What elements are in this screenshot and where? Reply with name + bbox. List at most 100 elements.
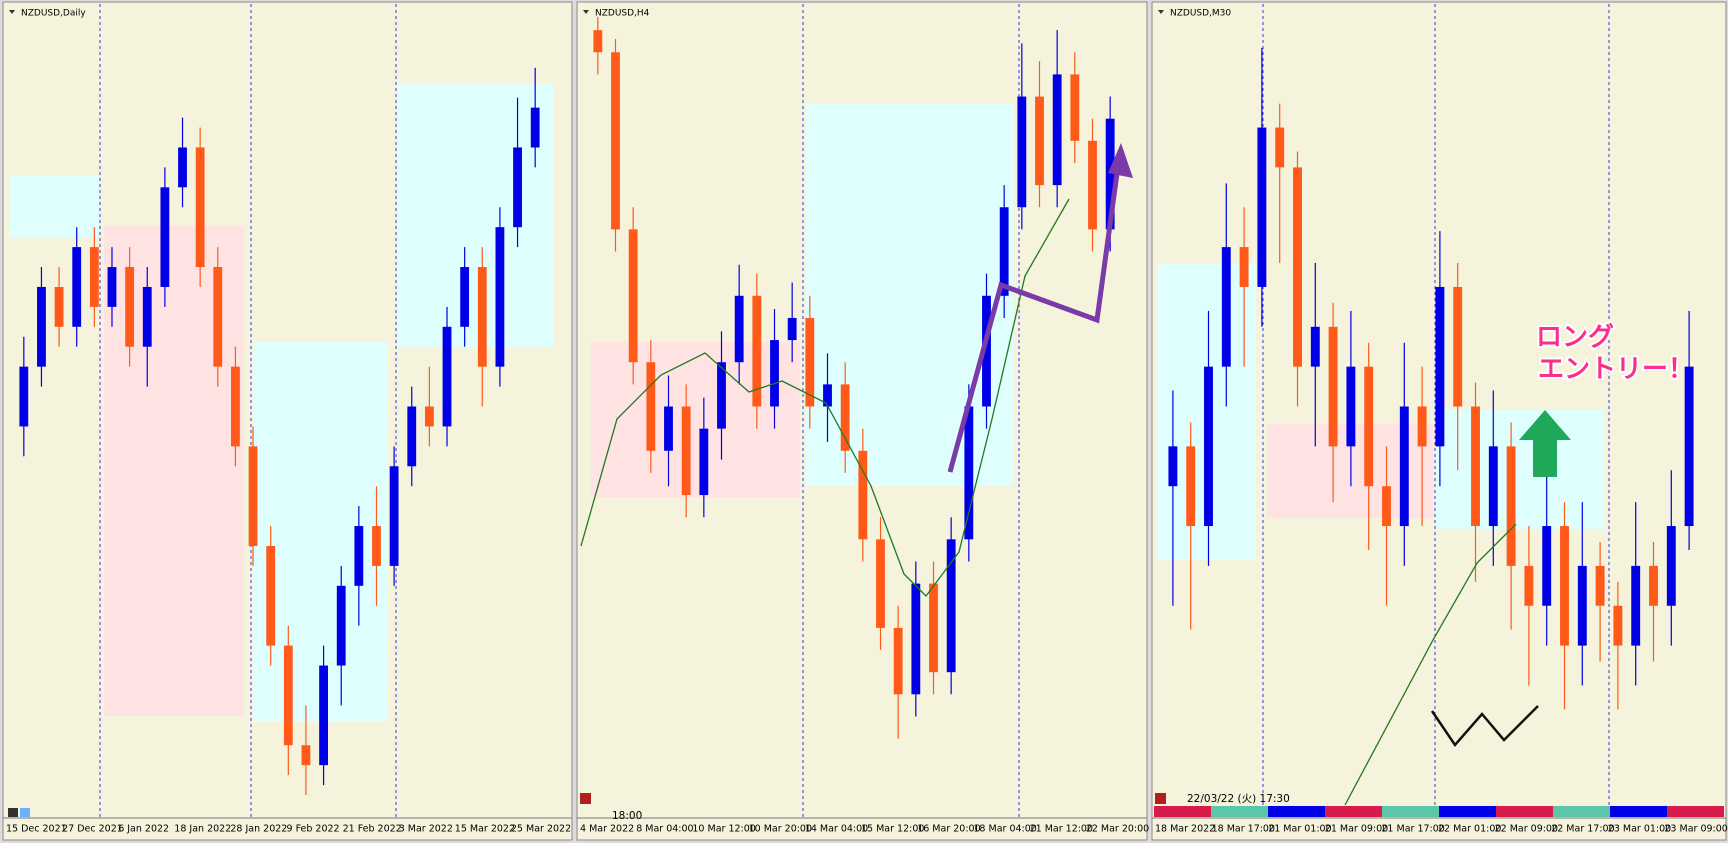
candle-body [336,585,346,666]
candle-body [89,247,99,307]
candle-body [1105,118,1115,230]
x-axis-label: 18 Mar 17:00 [1212,824,1275,835]
x-axis-label: 23 Mar 01:00 [1608,824,1671,835]
candle-body [946,539,956,673]
candle-body [37,286,46,367]
candle-body [213,267,223,367]
candle-body [876,539,885,628]
candle-body [248,446,258,546]
candle-body [107,267,117,307]
x-axis-label: 18 Mar 04:00 [973,824,1036,835]
candle-body [495,227,505,367]
session-segment [1382,806,1439,817]
candle-body [460,267,470,327]
candle-body [1524,565,1534,606]
x-axis-label: 28 Jan 2022 [230,824,287,835]
x-axis-label: 21 Mar 17:00 [1381,824,1444,835]
x-axis-label: 10 Mar 12:00 [692,824,755,835]
candle-body [125,267,135,347]
trend-arrow [947,165,1121,473]
candle-body [823,384,832,407]
session-segment [1325,806,1382,817]
candle-body [1631,565,1641,646]
chart-title: NZDUSD,H4 [595,9,650,19]
candle-body [530,107,540,148]
entry-arrow [1519,410,1571,477]
candle-body [354,526,364,586]
candle-body [982,295,991,407]
candle-body [628,229,638,363]
candle-body [646,362,656,451]
session-segment [1439,806,1496,817]
candle-body [787,317,797,341]
candle-body [195,147,205,268]
candle-body [1088,140,1097,230]
x-axis-label: 27 Dec 2021 [62,824,123,835]
candle-body [1560,526,1569,646]
x-axis-label: 21 Mar 09:00 [1325,824,1388,835]
candle-body [1684,366,1694,527]
zone [253,342,388,722]
candle-body [964,406,974,540]
candle-body [1328,326,1338,447]
toolbar-icon [8,808,18,817]
candle-body [54,286,64,327]
candle-body [319,665,328,766]
x-axis-label: 8 Mar 04:00 [636,824,693,835]
candle-body [1577,565,1587,646]
candle-body [611,52,620,230]
candle-body [477,267,487,367]
candle-body [1221,247,1231,367]
session-segment [1496,806,1553,817]
x-axis-label: 15 Mar 2022 [455,824,515,835]
candle-body [1310,326,1320,367]
session-segment [1553,806,1610,817]
candle-body [1595,565,1605,606]
candle-body [178,147,187,188]
candle-body [999,207,1009,296]
candle-body [1275,127,1285,168]
candle-body [893,627,903,695]
candle-body [372,526,381,566]
candle-body [1186,446,1196,527]
chart-title: NZDUSD,M30 [1170,9,1231,19]
candle-body [1649,565,1658,606]
candle-body [1417,406,1427,447]
candle-body [72,247,82,327]
trend-arrowhead [1108,143,1133,178]
x-axis-label: 22 Mar 17:00 [1551,824,1614,835]
candle-body [1382,486,1391,527]
candle-body [1293,167,1302,367]
candle-body [1613,605,1623,646]
x-axis-label: 22 Mar 09:00 [1495,824,1558,835]
candle-body [1364,366,1374,487]
candle-body [513,147,522,228]
candle-body [1542,526,1552,606]
candle-body [840,384,850,451]
x-axis-label: 15 Dec 2021 [6,824,67,835]
toolbar-icon [1155,793,1166,804]
x-axis-label: 10 Mar 20:00 [749,824,812,835]
candle-body [717,362,726,429]
moving-average [1344,523,1517,806]
double-bottom [1430,705,1539,748]
candle-body [664,406,673,451]
session-segment [1154,806,1211,817]
candle-body [752,295,762,407]
candle-body [929,583,938,673]
candle-body [1346,366,1356,447]
candle-body [160,187,170,287]
zone [9,176,99,237]
title-marker [1158,10,1164,14]
x-axis-label: 16 Mar 20:00 [917,824,980,835]
title-marker [583,10,589,14]
candle-body [1257,127,1267,287]
candle-body [1453,286,1463,407]
candle-body [1488,446,1498,527]
candle-body [389,466,399,566]
x-axis-label: 3 Mar 2022 [399,824,453,835]
